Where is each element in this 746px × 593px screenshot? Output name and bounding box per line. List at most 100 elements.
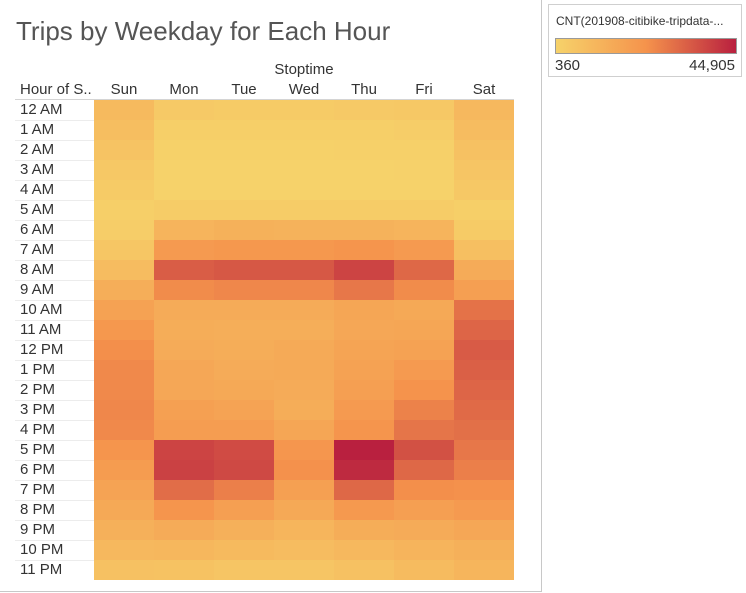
heatmap-cell-fri-9-pm[interactable] <box>394 520 454 540</box>
heatmap-cell-sat-5-pm[interactable] <box>454 440 514 460</box>
heatmap-cell-fri-11-am[interactable] <box>394 320 454 340</box>
heatmap-cell-sat-6-am[interactable] <box>454 220 514 240</box>
heatmap-cell-mon-10-pm[interactable] <box>154 540 214 560</box>
heatmap-cell-tue-8-am[interactable] <box>214 260 274 280</box>
heatmap-cell-thu-5-am[interactable] <box>334 200 394 220</box>
heatmap-cell-thu-4-pm[interactable] <box>334 420 394 440</box>
heatmap-cell-sat-11-pm[interactable] <box>454 560 514 580</box>
heatmap-cell-thu-10-am[interactable] <box>334 300 394 320</box>
heatmap-cell-fri-2-pm[interactable] <box>394 380 454 400</box>
heatmap-cell-sat-10-pm[interactable] <box>454 540 514 560</box>
heatmap-cell-thu-9-pm[interactable] <box>334 520 394 540</box>
heatmap-cell-wed-10-pm[interactable] <box>274 540 334 560</box>
heatmap-cell-wed-10-am[interactable] <box>274 300 334 320</box>
heatmap-cell-thu-3-pm[interactable] <box>334 400 394 420</box>
heatmap-cell-thu-4-am[interactable] <box>334 180 394 200</box>
heatmap-cell-tue-4-am[interactable] <box>214 180 274 200</box>
heatmap-cell-mon-8-pm[interactable] <box>154 500 214 520</box>
heatmap-cell-sat-8-am[interactable] <box>454 260 514 280</box>
heatmap-cell-sun-5-am[interactable] <box>94 200 154 220</box>
heatmap-cell-tue-9-am[interactable] <box>214 280 274 300</box>
heatmap-cell-sun-2-am[interactable] <box>94 140 154 160</box>
heatmap-cell-sat-7-am[interactable] <box>454 240 514 260</box>
heatmap-cell-mon-4-pm[interactable] <box>154 420 214 440</box>
heatmap-cell-mon-9-pm[interactable] <box>154 520 214 540</box>
heatmap-cell-wed-1-pm[interactable] <box>274 360 334 380</box>
heatmap-cell-thu-1-am[interactable] <box>334 120 394 140</box>
heatmap-cell-tue-6-pm[interactable] <box>214 460 274 480</box>
heatmap-cell-fri-11-pm[interactable] <box>394 560 454 580</box>
heatmap-cell-sun-1-pm[interactable] <box>94 360 154 380</box>
heatmap-cell-fri-10-pm[interactable] <box>394 540 454 560</box>
heatmap-cell-thu-6-am[interactable] <box>334 220 394 240</box>
heatmap-cell-fri-1-am[interactable] <box>394 120 454 140</box>
heatmap-cell-sun-11-am[interactable] <box>94 320 154 340</box>
heatmap-cell-sun-6-pm[interactable] <box>94 460 154 480</box>
heatmap-cell-fri-2-am[interactable] <box>394 140 454 160</box>
heatmap-cell-tue-12-pm[interactable] <box>214 340 274 360</box>
heatmap-cell-sun-8-am[interactable] <box>94 260 154 280</box>
heatmap-cell-mon-12-pm[interactable] <box>154 340 214 360</box>
heatmap-cell-tue-1-pm[interactable] <box>214 360 274 380</box>
heatmap-cell-mon-1-am[interactable] <box>154 120 214 140</box>
heatmap-cell-tue-6-am[interactable] <box>214 220 274 240</box>
heatmap-cell-wed-6-pm[interactable] <box>274 460 334 480</box>
heatmap-cell-tue-9-pm[interactable] <box>214 520 274 540</box>
heatmap-cell-sun-6-am[interactable] <box>94 220 154 240</box>
heatmap-cell-sat-6-pm[interactable] <box>454 460 514 480</box>
heatmap-cell-wed-8-am[interactable] <box>274 260 334 280</box>
heatmap-cell-thu-8-am[interactable] <box>334 260 394 280</box>
heatmap-cell-sat-4-pm[interactable] <box>454 420 514 440</box>
heatmap-cell-mon-1-pm[interactable] <box>154 360 214 380</box>
heatmap-cell-tue-7-pm[interactable] <box>214 480 274 500</box>
heatmap-cell-tue-2-pm[interactable] <box>214 380 274 400</box>
heatmap-cell-tue-2-am[interactable] <box>214 140 274 160</box>
heatmap-cell-sat-2-am[interactable] <box>454 140 514 160</box>
heatmap-cell-sat-12-pm[interactable] <box>454 340 514 360</box>
heatmap-cell-thu-12-pm[interactable] <box>334 340 394 360</box>
heatmap-cell-sun-5-pm[interactable] <box>94 440 154 460</box>
heatmap-cell-sun-4-pm[interactable] <box>94 420 154 440</box>
heatmap-cell-wed-5-pm[interactable] <box>274 440 334 460</box>
heatmap-cell-sun-12-am[interactable] <box>94 100 154 120</box>
heatmap-cell-tue-10-pm[interactable] <box>214 540 274 560</box>
heatmap-cell-thu-11-pm[interactable] <box>334 560 394 580</box>
heatmap-cell-fri-12-pm[interactable] <box>394 340 454 360</box>
heatmap-cell-sun-2-pm[interactable] <box>94 380 154 400</box>
heatmap-cell-wed-12-pm[interactable] <box>274 340 334 360</box>
heatmap-cell-wed-6-am[interactable] <box>274 220 334 240</box>
heatmap-cell-fri-4-pm[interactable] <box>394 420 454 440</box>
heatmap-cell-sat-9-pm[interactable] <box>454 520 514 540</box>
heatmap-cell-sun-10-pm[interactable] <box>94 540 154 560</box>
heatmap-cell-mon-7-pm[interactable] <box>154 480 214 500</box>
heatmap-cell-mon-2-am[interactable] <box>154 140 214 160</box>
heatmap-cell-tue-12-am[interactable] <box>214 100 274 120</box>
heatmap-cell-sun-9-am[interactable] <box>94 280 154 300</box>
heatmap-cell-sat-1-am[interactable] <box>454 120 514 140</box>
heatmap-cell-sat-2-pm[interactable] <box>454 380 514 400</box>
heatmap-cell-fri-7-am[interactable] <box>394 240 454 260</box>
heatmap-cell-tue-7-am[interactable] <box>214 240 274 260</box>
heatmap-cell-fri-5-pm[interactable] <box>394 440 454 460</box>
heatmap-cell-wed-1-am[interactable] <box>274 120 334 140</box>
heatmap-cell-mon-8-am[interactable] <box>154 260 214 280</box>
heatmap-cell-mon-6-am[interactable] <box>154 220 214 240</box>
heatmap-cell-sun-11-pm[interactable] <box>94 560 154 580</box>
heatmap-cell-sat-9-am[interactable] <box>454 280 514 300</box>
heatmap-cell-sun-10-am[interactable] <box>94 300 154 320</box>
heatmap-cell-fri-10-am[interactable] <box>394 300 454 320</box>
heatmap-cell-mon-5-am[interactable] <box>154 200 214 220</box>
heatmap-cell-mon-3-am[interactable] <box>154 160 214 180</box>
heatmap-cell-fri-9-am[interactable] <box>394 280 454 300</box>
heatmap-cell-mon-2-pm[interactable] <box>154 380 214 400</box>
heatmap-cell-tue-5-am[interactable] <box>214 200 274 220</box>
heatmap-cell-thu-9-am[interactable] <box>334 280 394 300</box>
heatmap-cell-thu-2-pm[interactable] <box>334 380 394 400</box>
heatmap-cell-tue-10-am[interactable] <box>214 300 274 320</box>
heatmap-cell-wed-12-am[interactable] <box>274 100 334 120</box>
heatmap-cell-sat-3-pm[interactable] <box>454 400 514 420</box>
heatmap-cell-mon-5-pm[interactable] <box>154 440 214 460</box>
heatmap-cell-sat-3-am[interactable] <box>454 160 514 180</box>
heatmap-cell-thu-8-pm[interactable] <box>334 500 394 520</box>
heatmap-cell-mon-10-am[interactable] <box>154 300 214 320</box>
